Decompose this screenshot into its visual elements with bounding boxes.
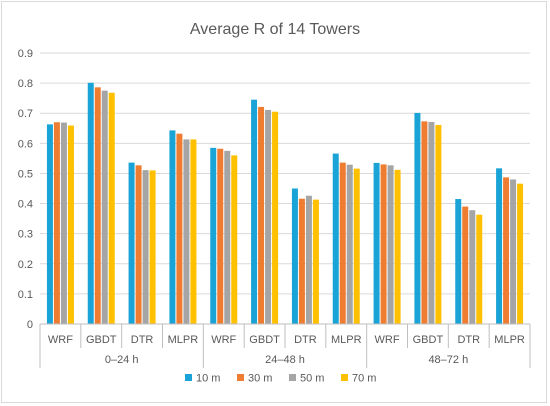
bar-70m-dtr bbox=[149, 170, 156, 324]
x-category-label: DTR bbox=[131, 334, 154, 346]
y-axis-ticks: 0 0.1 0.2 0.3 0.4 0.5 0.6 0.7 0.8 0.9 bbox=[18, 48, 33, 331]
y-tick-label: 0.6 bbox=[18, 138, 33, 150]
legend-label: 70 m bbox=[352, 373, 376, 385]
bar-10m-mlpr bbox=[496, 168, 503, 324]
bar-30m-dtr bbox=[298, 198, 305, 324]
bar-30m-dtr bbox=[135, 165, 142, 324]
y-tick-label: 0.8 bbox=[18, 78, 33, 90]
legend-swatch bbox=[237, 374, 244, 381]
x-group-label: 0–24 h bbox=[105, 354, 139, 366]
bar-50m-dtr bbox=[469, 210, 476, 324]
bar-30m-mlpr bbox=[176, 133, 183, 324]
bar-70m-wrf bbox=[67, 125, 74, 324]
x-category-label: WRF bbox=[48, 334, 73, 346]
bar-70m-dtr bbox=[476, 214, 483, 324]
legend-swatch bbox=[185, 374, 192, 381]
gridlines bbox=[40, 52, 530, 295]
bar-30m-mlpr bbox=[503, 177, 510, 324]
y-tick-label: 0.5 bbox=[18, 168, 33, 180]
bar-70m-mlpr bbox=[190, 139, 197, 324]
bar-10m-mlpr bbox=[332, 153, 339, 324]
bar-30m-wrf bbox=[217, 148, 224, 324]
legend-label: 10 m bbox=[196, 373, 220, 385]
bar-50m-mlpr bbox=[510, 179, 517, 324]
legend-label: 50 m bbox=[300, 373, 324, 385]
bar-10m-gbdt bbox=[414, 112, 421, 324]
x-category-label: GBDT bbox=[86, 334, 117, 346]
bar-10m-dtr bbox=[128, 162, 135, 324]
bar-50m-dtr bbox=[142, 170, 149, 324]
legend-swatch bbox=[341, 374, 348, 381]
bar-30m-wrf bbox=[380, 164, 387, 324]
bar-70m-wrf bbox=[394, 169, 401, 324]
legend-swatch bbox=[289, 374, 296, 381]
legend-label: 30 m bbox=[248, 373, 272, 385]
y-tick-label: 0.2 bbox=[18, 259, 33, 271]
bar-50m-dtr bbox=[305, 195, 312, 324]
x-axis: WRF GBDT DTR MLPR WRF GBDT DTR MLPR WRF GBDT DTR ML… bbox=[39, 323, 531, 368]
x-group-label: 48–72 h bbox=[428, 354, 468, 366]
bar-10m-wrf bbox=[373, 162, 380, 324]
bar-10m-dtr bbox=[455, 199, 462, 324]
x-category-label: WRF bbox=[375, 334, 400, 346]
y-tick-label: 0.9 bbox=[18, 48, 33, 60]
bar-70m-gbdt bbox=[108, 92, 115, 324]
bar-70m-wrf bbox=[231, 155, 238, 324]
x-category-label: WRF bbox=[211, 334, 236, 346]
bar-50m-wrf bbox=[224, 150, 231, 324]
x-category-label: DTR bbox=[294, 334, 317, 346]
bar-50m-mlpr bbox=[346, 164, 353, 324]
y-tick-label: 0.1 bbox=[18, 289, 33, 301]
bar-10m-dtr bbox=[291, 188, 298, 324]
bar-30m-dtr bbox=[462, 206, 469, 324]
bar-50m-gbdt bbox=[428, 121, 435, 325]
bar-10m-mlpr bbox=[169, 130, 176, 324]
bar-70m-gbdt bbox=[272, 111, 279, 324]
x-category-label: DTR bbox=[457, 334, 480, 346]
bar-70m-gbdt bbox=[435, 124, 442, 325]
x-category-label: GBDT bbox=[249, 334, 280, 346]
x-category-label: MLPR bbox=[168, 334, 199, 346]
bars bbox=[46, 82, 524, 325]
y-tick-label: 0.4 bbox=[18, 199, 33, 211]
bar-30m-wrf bbox=[53, 122, 60, 324]
chart-title: Average R of 14 Towers bbox=[190, 21, 360, 38]
bar-50m-mlpr bbox=[183, 139, 190, 324]
x-category-label: MLPR bbox=[331, 334, 362, 346]
y-tick-label: 0.7 bbox=[18, 108, 33, 120]
bar-50m-gbdt bbox=[265, 109, 272, 324]
bar-10m-wrf bbox=[46, 124, 53, 324]
bar-30m-gbdt bbox=[94, 87, 101, 325]
bar-70m-mlpr bbox=[517, 183, 524, 324]
bar-30m-gbdt bbox=[421, 121, 428, 324]
bar-50m-gbdt bbox=[101, 90, 108, 324]
bar-50m-wrf bbox=[387, 165, 394, 324]
bar-30m-gbdt bbox=[258, 106, 265, 324]
y-tick-label: 0 bbox=[27, 319, 33, 331]
bar-10m-gbdt bbox=[251, 99, 258, 324]
bar-10m-wrf bbox=[210, 147, 217, 324]
legend: 10 m 30 m 50 m 70 m bbox=[185, 373, 376, 385]
x-group-label: 24–48 h bbox=[265, 354, 305, 366]
bar-30m-mlpr bbox=[339, 162, 346, 324]
y-tick-label: 0.3 bbox=[18, 229, 33, 241]
bar-50m-wrf bbox=[60, 122, 67, 324]
x-category-label: GBDT bbox=[413, 334, 444, 346]
bar-70m-dtr bbox=[312, 199, 319, 324]
bar-70m-mlpr bbox=[353, 168, 360, 324]
x-category-label: MLPR bbox=[494, 334, 525, 346]
bar-10m-gbdt bbox=[87, 82, 94, 324]
